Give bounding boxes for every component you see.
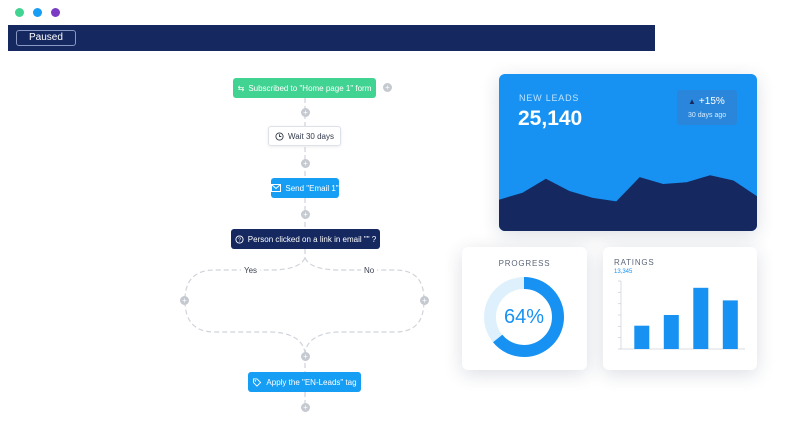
send-email-label: Send "Email 1" — [285, 183, 339, 193]
add-step-icon[interactable]: + — [180, 296, 189, 305]
branch-no-label: No — [361, 266, 378, 275]
progress-title: PROGRESS — [498, 259, 551, 268]
wait-label: Wait 30 days — [288, 131, 334, 141]
window-dot-green[interactable] — [15, 8, 24, 17]
new-leads-value: 25,140 — [518, 107, 583, 130]
new-leads-title: NEW LEADS — [519, 93, 580, 103]
branch-yes-label: Yes — [241, 266, 261, 275]
progress-value: 64% — [503, 305, 545, 328]
window-dot-blue[interactable] — [33, 8, 42, 17]
apply-tag-node[interactable]: Apply the "EN-Leads" tag — [248, 372, 361, 392]
trigger-node[interactable]: ⇆ Subscribed to "Home page 1" form — [233, 78, 376, 98]
progress-fill — [484, 277, 564, 357]
leads-change-badge: ▲ +15% 30 days ago — [677, 90, 737, 125]
add-step-icon[interactable]: + — [420, 296, 429, 305]
ratings-title: RATINGS — [614, 258, 655, 267]
window-controls — [15, 8, 60, 17]
svg-text:?: ? — [238, 237, 241, 243]
add-step-icon[interactable]: + — [301, 403, 310, 412]
branch-no-path — [304, 257, 425, 356]
envelope-icon — [271, 184, 282, 192]
condition-node[interactable]: ? Person clicked on a link in email "" ? — [231, 229, 380, 249]
window-dot-purple[interactable] — [51, 8, 60, 17]
add-step-icon[interactable]: + — [301, 159, 310, 168]
leads-area-series — [499, 175, 757, 231]
leads-change-period: 30 days ago — [688, 112, 727, 119]
apply-tag-label: Apply the "EN-Leads" tag — [266, 377, 357, 387]
tag-icon — [253, 377, 262, 387]
progress-donut — [484, 277, 564, 357]
ratings-bar — [693, 287, 709, 349]
new-leads-area-chart — [499, 175, 757, 231]
ratings-card: RATINGS 13,345 — [603, 247, 757, 370]
flow-branch-icon: ⇆ — [237, 83, 245, 93]
question-icon: ? — [235, 234, 244, 243]
new-leads-card: NEW LEADS 25,140 ▲ +15% 30 days ago — [499, 74, 757, 231]
workflow-toolbar: Paused — [8, 25, 655, 51]
ratings-subtitle: 13,345 — [614, 269, 633, 275]
condition-label: Person clicked on a link in email "" ? — [247, 234, 377, 244]
send-email-node[interactable]: Send "Email 1" — [271, 178, 339, 198]
paused-status-button[interactable]: Paused — [16, 30, 76, 46]
trigger-label: Subscribed to "Home page 1" form — [248, 83, 372, 93]
up-arrow-icon: ▲ — [688, 97, 696, 106]
leads-change-value: +15% — [698, 96, 725, 107]
branch-yes-path — [184, 257, 306, 356]
add-step-icon[interactable]: + — [301, 108, 310, 117]
wait-node[interactable]: Wait 30 days — [268, 126, 341, 146]
ratings-bar-chart — [618, 280, 745, 350]
add-step-icon[interactable]: + — [301, 210, 310, 219]
ratings-bar — [722, 300, 738, 349]
add-step-icon[interactable]: + — [301, 352, 310, 361]
clock-icon — [275, 131, 284, 141]
ratings-bar — [663, 315, 679, 349]
add-step-icon[interactable]: + — [383, 83, 392, 92]
progress-card: PROGRESS 64% — [462, 247, 587, 370]
ratings-bar — [634, 325, 650, 349]
